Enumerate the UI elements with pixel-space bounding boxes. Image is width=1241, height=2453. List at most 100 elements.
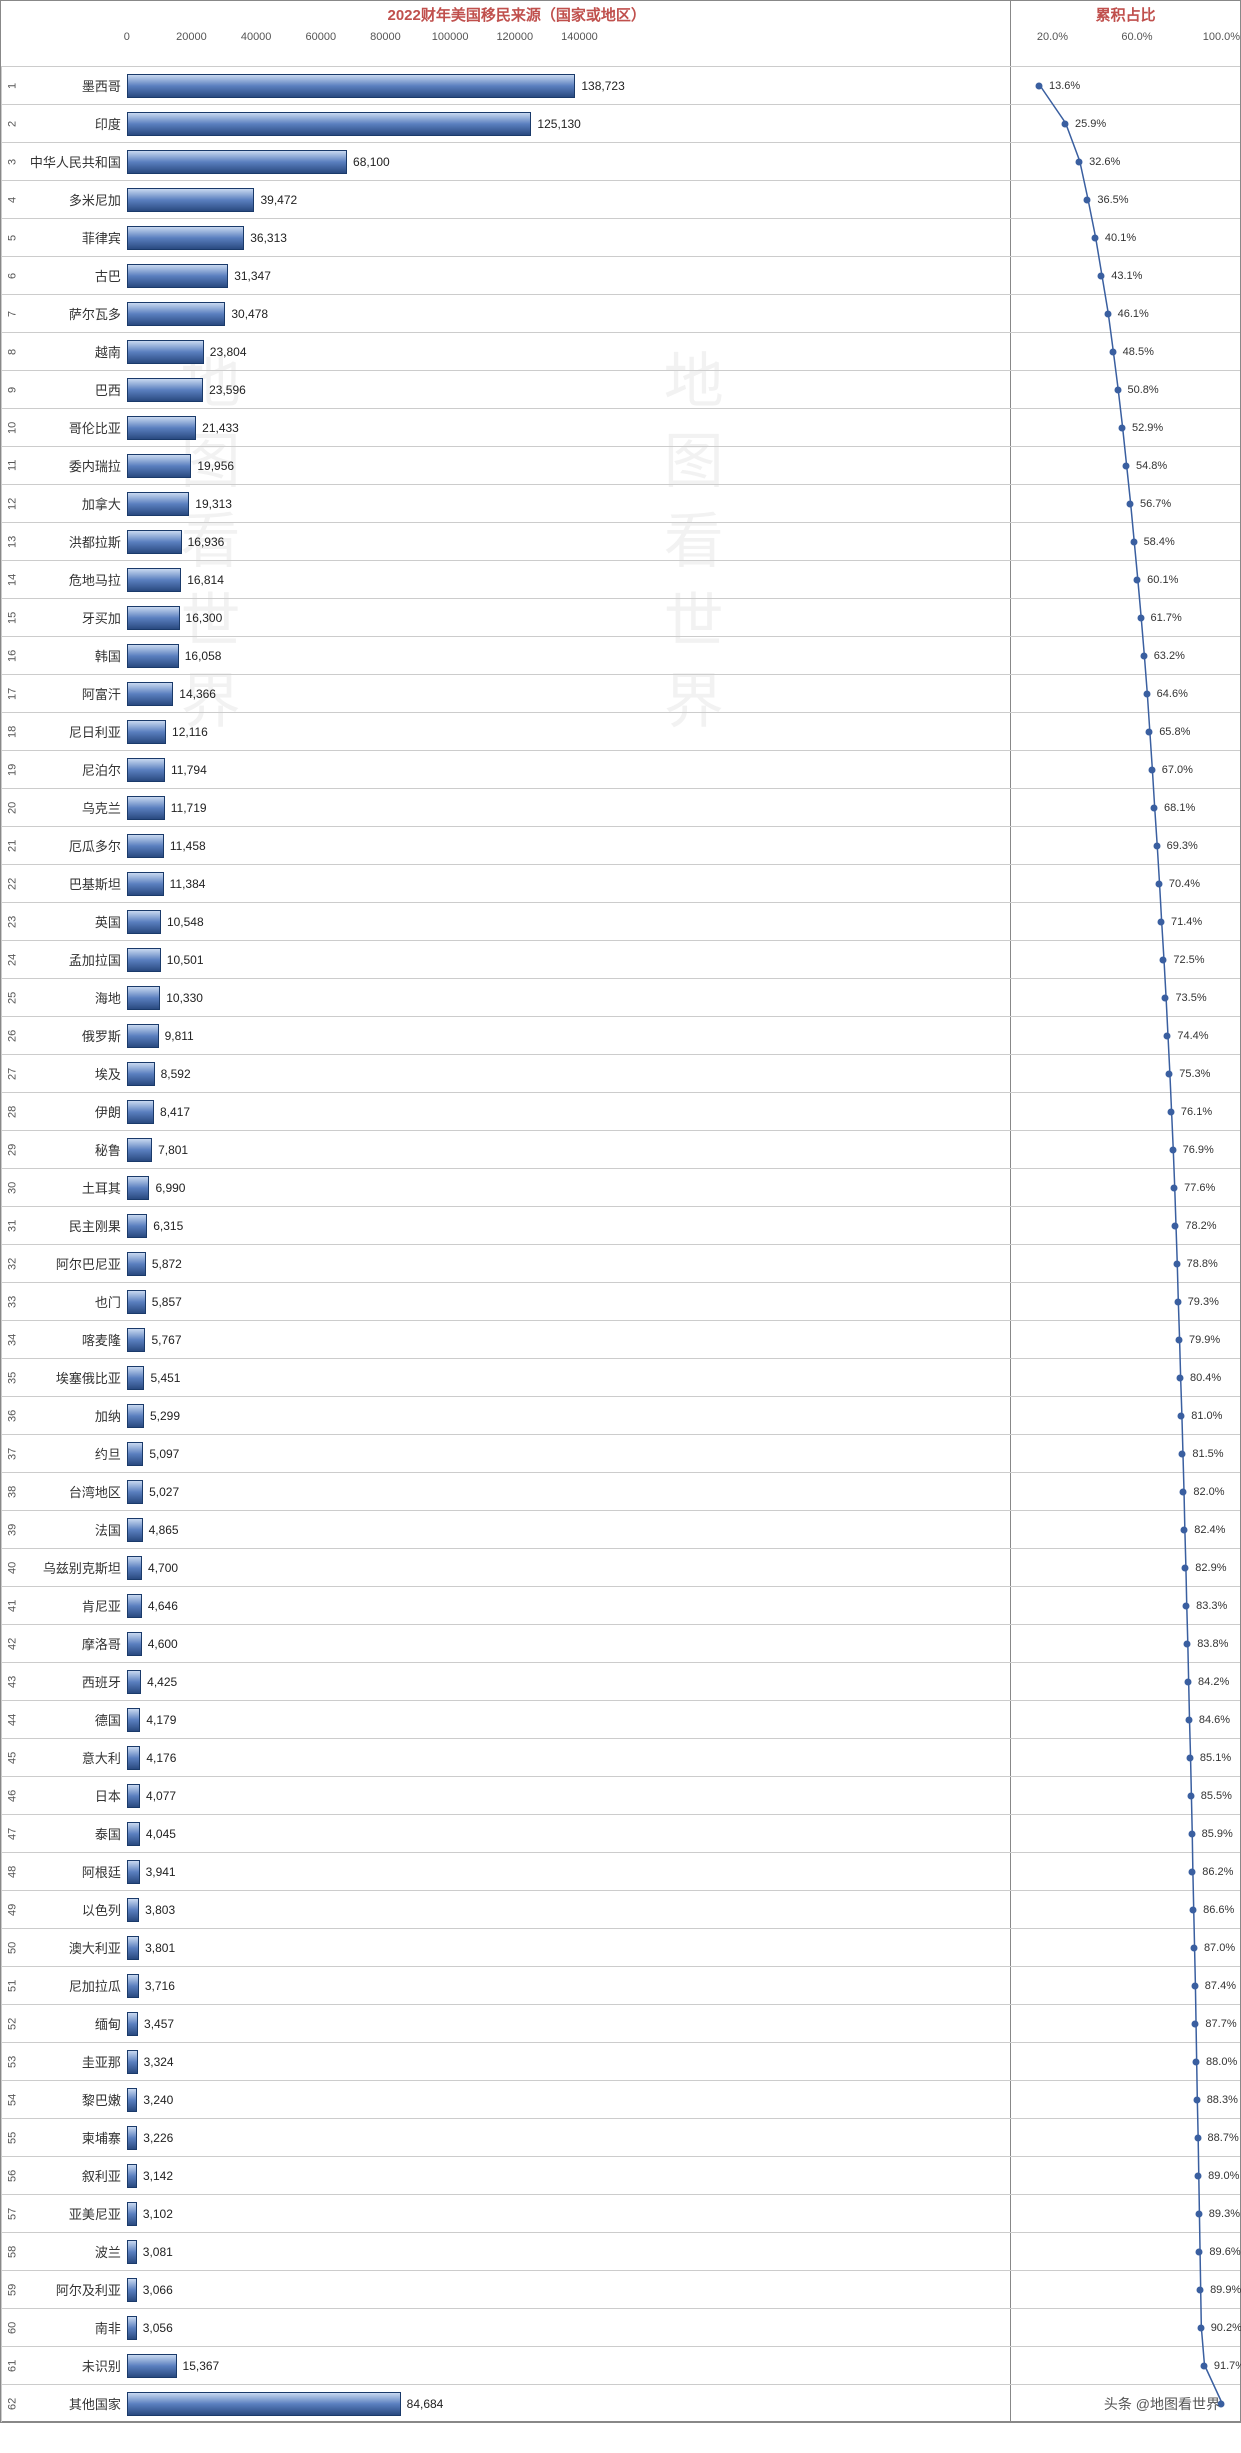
- cumulative-cell: 86.2%: [1010, 1853, 1240, 1890]
- cumulative-label: 89.0%: [1208, 2170, 1239, 2182]
- cumulative-cell: 76.9%: [1010, 1131, 1240, 1168]
- cumulative-cell: 54.8%: [1010, 447, 1240, 484]
- data-row: 54黎巴嫩3,24088.3%: [1, 2080, 1240, 2118]
- cumulative-label: 72.5%: [1173, 954, 1204, 966]
- bar-cell: 5,097: [127, 1435, 1011, 1472]
- rank-cell: 26: [1, 1017, 23, 1054]
- rank-cell: 42: [1, 1625, 23, 1662]
- bar-cell: 3,457: [127, 2005, 1011, 2042]
- data-row: 17阿富汗14,36664.6%: [1, 674, 1240, 712]
- cumulative-label: 74.4%: [1177, 1030, 1208, 1042]
- bar-value-label: 4,176: [146, 1751, 176, 1765]
- bar: [127, 568, 181, 592]
- cumulative-cell: 91.7%: [1010, 2347, 1240, 2384]
- bar-value-label: 5,451: [150, 1371, 180, 1385]
- rank-cell: 62: [1, 2385, 23, 2422]
- cumulative-label: 81.5%: [1192, 1448, 1223, 1460]
- bar-cell: 68,100: [127, 143, 1011, 180]
- rank-cell: 61: [1, 2347, 23, 2384]
- bar-value-label: 3,716: [145, 1979, 175, 1993]
- bar-cell: 10,501: [127, 941, 1011, 978]
- cumulative-axis-tick-label: 60.0%: [1121, 31, 1152, 43]
- cumulative-point: [1174, 1298, 1181, 1305]
- cumulative-cell: 89.9%: [1010, 2271, 1240, 2308]
- cumulative-label: 89.9%: [1210, 2284, 1241, 2296]
- bar: [127, 1100, 154, 1124]
- cumulative-point: [1197, 2324, 1204, 2331]
- country-label: 孟加拉国: [23, 941, 127, 978]
- cumulative-cell: 80.4%: [1010, 1359, 1240, 1396]
- rank-cell: 38: [1, 1473, 23, 1510]
- bar: [127, 1974, 139, 1998]
- data-row: 58波兰3,08189.6%: [1, 2232, 1240, 2270]
- bar-cell: 12,116: [127, 713, 1011, 750]
- data-row: 45意大利4,17685.1%: [1, 1738, 1240, 1776]
- bar-cell: 4,179: [127, 1701, 1011, 1738]
- bar-value-label: 23,804: [210, 345, 247, 359]
- cumulative-point: [1104, 310, 1111, 317]
- cumulative-point: [1061, 120, 1068, 127]
- data-row: 55柬埔寨3,22688.7%: [1, 2118, 1240, 2156]
- country-label: 乌克兰: [23, 789, 127, 826]
- bar: [127, 1062, 155, 1086]
- bar-cell: 11,719: [127, 789, 1011, 826]
- cumulative-point: [1166, 1070, 1173, 1077]
- data-row: 8越南23,80448.5%: [1, 332, 1240, 370]
- bar-cell: 11,794: [127, 751, 1011, 788]
- data-row: 28伊朗8,41776.1%: [1, 1092, 1240, 1130]
- data-row: 49以色列3,80386.6%: [1, 1890, 1240, 1928]
- cumulative-cell: 79.9%: [1010, 1321, 1240, 1358]
- bar: [127, 74, 576, 98]
- rank-cell: 28: [1, 1093, 23, 1130]
- bar-cell: 6,990: [127, 1169, 1011, 1206]
- cumulative-label: 63.2%: [1154, 650, 1185, 662]
- rank-cell: 13: [1, 523, 23, 560]
- cumulative-label: 78.8%: [1187, 1258, 1218, 1270]
- cumulative-cell: 88.7%: [1010, 2119, 1240, 2156]
- bar-value-label: 4,600: [148, 1637, 178, 1651]
- bar-cell: 3,081: [127, 2233, 1011, 2270]
- rank-cell: 29: [1, 1131, 23, 1168]
- data-row: 10哥伦比亚21,43352.9%: [1, 408, 1240, 446]
- bar-value-label: 11,794: [171, 763, 207, 777]
- rank-cell: 23: [1, 903, 23, 940]
- cumulative-point: [1118, 424, 1125, 431]
- bar-cell: 23,804: [127, 333, 1011, 370]
- cumulative-label: 40.1%: [1105, 232, 1136, 244]
- rank-cell: 57: [1, 2195, 23, 2232]
- cumulative-point: [1171, 1184, 1178, 1191]
- country-label: 约旦: [23, 1435, 127, 1472]
- cumulative-cell: 76.1%: [1010, 1093, 1240, 1130]
- rank-cell: 27: [1, 1055, 23, 1092]
- bar: [127, 1290, 146, 1314]
- bar: [127, 720, 166, 744]
- bar-value-label: 31,347: [234, 269, 271, 283]
- cumulative-cell: 25.9%: [1010, 105, 1240, 142]
- bar-cell: 5,027: [127, 1473, 1011, 1510]
- cumulative-point: [1146, 728, 1153, 735]
- bar: [127, 2316, 137, 2340]
- bar: [127, 644, 179, 668]
- cumulative-point: [1190, 1944, 1197, 1951]
- main-chart-title: 2022财年美国移民来源（国家或地区）: [23, 1, 1010, 31]
- cumulative-point: [1180, 1488, 1187, 1495]
- bar: [127, 1176, 150, 1200]
- country-label: 喀麦隆: [23, 1321, 127, 1358]
- bar-cell: 125,130: [127, 105, 1011, 142]
- cumulative-cell: 86.6%: [1010, 1891, 1240, 1928]
- bar: [127, 1860, 140, 1884]
- cumulative-label: 70.4%: [1169, 878, 1200, 890]
- bar: [127, 1404, 144, 1428]
- data-row: 60南非3,05690.2%: [1, 2308, 1240, 2346]
- rank-cell: 46: [1, 1777, 23, 1814]
- data-row: 32阿尔巴尼亚5,87278.8%: [1, 1244, 1240, 1282]
- cumulative-point: [1158, 918, 1165, 925]
- data-row: 9巴西23,59650.8%: [1, 370, 1240, 408]
- country-label: 埃塞俄比亚: [23, 1359, 127, 1396]
- bar: [127, 1822, 140, 1846]
- rank-cell: 50: [1, 1929, 23, 1966]
- bar-cell: 3,324: [127, 2043, 1011, 2080]
- cumulative-point: [1148, 766, 1155, 773]
- cumulative-cell: 84.2%: [1010, 1663, 1240, 1700]
- bar: [127, 1024, 159, 1048]
